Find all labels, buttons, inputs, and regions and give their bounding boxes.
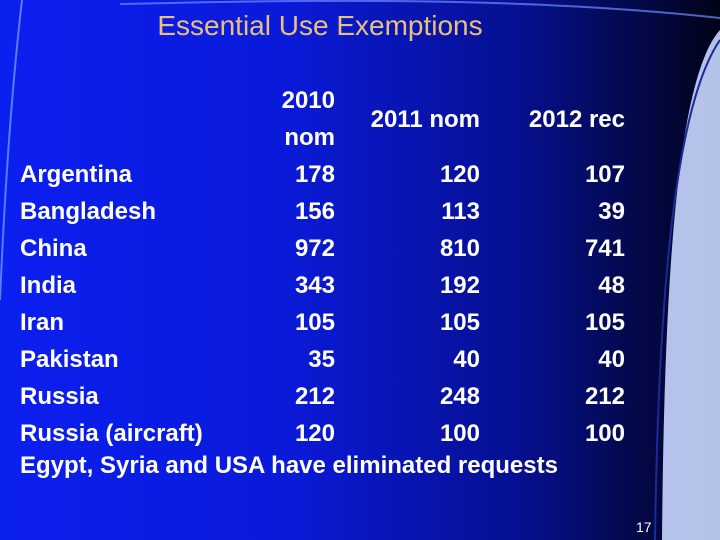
value-cell-y2010: 120 [294,420,335,447]
value-cell-y2010: 35 [308,346,335,373]
table-row: India 343 192 48 [20,267,625,304]
value-cell-y2011: 120 [439,161,480,188]
value-cell-y2012: 212 [584,383,625,410]
slide-number: 17 [636,519,652,535]
eliminated-requests-note: Egypt, Syria and USA have eliminated req… [20,452,558,479]
top-curve-decoration [119,0,720,19]
value-cell-y2012: 39 [598,198,625,225]
table-row: Russia (aircraft) 120 100 100 [20,415,625,452]
value-cell-y2011: 113 [441,198,480,225]
header-2011: 2011 nom [370,105,480,133]
country-cell: Russia [20,383,99,410]
left-curve-decoration [0,0,23,301]
value-cell-y2011: 100 [439,420,480,447]
header-2010: 2010 nom [281,87,335,151]
value-cell-y2012: 100 [584,420,625,447]
country-cell: Argentina [20,161,133,188]
table-row: Bangladesh 156 113 39 [20,193,625,230]
exemptions-table: 2010 nom 2011 nom 2012 rec Argentina 178 1… [20,82,625,452]
value-cell-y2012: 741 [584,235,625,262]
table-row: China 972 810 741 [20,230,625,267]
country-cell: Iran [20,309,65,336]
value-cell-y2012: 40 [598,346,625,373]
value-cell-y2010: 156 [294,198,335,225]
value-cell-y2011: 248 [439,383,480,410]
table-row: Iran 105 105 105 [20,304,625,341]
value-cell-y2010: 212 [294,383,335,410]
value-cell-y2010: 105 [294,309,335,336]
bottom-right-curve-decoration [654,39,720,540]
value-cell-y2012: 48 [598,272,625,299]
value-cell-y2011: 105 [439,309,480,336]
country-cell: Bangladesh [20,198,157,225]
value-cell-y2011: 810 [439,235,480,262]
value-cell-y2012: 107 [584,161,625,188]
bottom-right-panel [662,30,720,540]
table-row: Russia 212 248 212 [20,378,625,415]
country-cell: India [20,272,77,299]
table-row: Argentina 178 120 107 [20,156,625,193]
value-cell-y2010: 972 [294,235,335,262]
header-country [20,82,255,156]
value-cell-y2010: 178 [294,161,335,188]
value-cell-y2010: 343 [294,272,335,299]
country-cell: Russia (aircraft) [20,420,203,447]
header-row: 2010 nom 2011 nom 2012 rec [20,82,625,156]
header-2012: 2012 rec [528,105,625,133]
country-cell: Pakistan [20,346,119,373]
table-row: Pakistan 35 40 40 [20,341,625,378]
country-cell: China [20,235,87,262]
value-cell-y2011: 40 [453,346,480,373]
value-cell-y2012: 105 [584,309,625,336]
value-cell-y2011: 192 [439,272,480,299]
slide-title: Essential Use Exemptions [157,10,483,41]
